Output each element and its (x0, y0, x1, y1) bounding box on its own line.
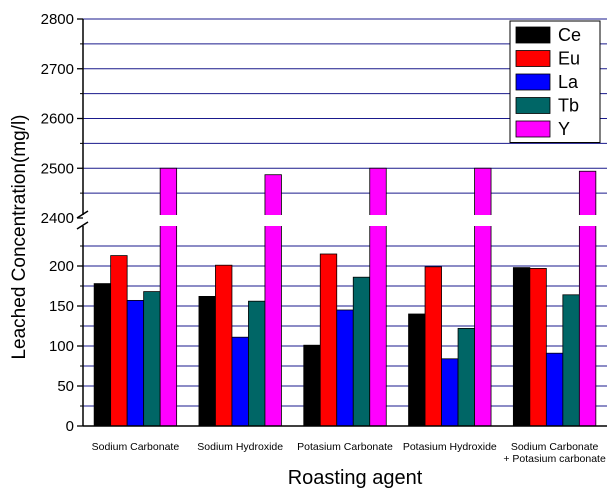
bar-tb (352, 276, 371, 427)
y-tick-label: 0 (66, 418, 74, 435)
bar-la (545, 352, 564, 427)
bar-eu (529, 267, 547, 427)
axis-break-gap (84, 215, 607, 226)
bar-y (578, 170, 597, 427)
y-tick-label: 2500 (41, 160, 74, 177)
bar-la (231, 336, 249, 427)
bars (93, 167, 597, 427)
legend-label-eu: Eu (558, 49, 580, 69)
bar-ce (93, 283, 112, 427)
bar-la (126, 299, 145, 427)
bar-y (264, 174, 282, 427)
bar-ce (408, 313, 426, 427)
y-tick-label: 50 (57, 378, 74, 395)
bar-ce (303, 344, 321, 427)
axes (77, 18, 607, 427)
bar-eu (110, 255, 128, 427)
y-tick-label: 2400 (41, 210, 74, 227)
x-tick-labels: Sodium Carbonate Sodium Hydroxide Potasium… (92, 441, 606, 465)
bar-y (369, 167, 387, 427)
bar-tb (248, 300, 266, 427)
y-tick-label: 2700 (41, 61, 74, 78)
x-axis-label: Roasting agent (288, 467, 423, 489)
legend-swatch-tb (515, 97, 551, 114)
bar-y (159, 167, 178, 427)
y-tick-label: 150 (49, 298, 74, 315)
x-tick-label: Sodium Carbonate + Potasium carbonate (503, 441, 606, 465)
bar-la (336, 309, 354, 427)
bar-tb (562, 294, 580, 427)
legend-label-tb: Tb (558, 96, 579, 116)
x-tick-label-line: Sodium Carbonate (511, 441, 599, 453)
legend-swatch-eu (515, 50, 551, 67)
bar-ce (198, 295, 216, 427)
bar-y (474, 167, 492, 427)
x-tick-label-line: Potasium Hydroxide (403, 441, 497, 453)
y-tick-labels: 0 50 100 150 200 2400 2500 2600 2700 2800 (41, 11, 74, 435)
x-tick-label-line: Sodium Hydroxide (197, 441, 283, 453)
bar-la (441, 358, 459, 427)
legend-swatch-y (515, 120, 551, 138)
y-tick-label: 100 (49, 338, 74, 355)
y-tick-label: 2600 (41, 111, 74, 128)
legend-label-la: La (558, 72, 579, 92)
x-tick-label: Potasium Carbonate (297, 441, 393, 453)
axis-break-marks (76, 210, 607, 230)
x-tick-label: Sodium Carbonate (92, 441, 180, 453)
bar-tb (457, 327, 475, 427)
bar-eu (424, 266, 442, 427)
break-slash (76, 221, 89, 230)
legend-swatch-la (515, 73, 551, 91)
y-tick-label: 200 (49, 258, 74, 275)
y-tick-label: 2800 (41, 11, 74, 28)
legend-label-y: Y (558, 119, 570, 139)
legend: Ce Eu La Tb Y (509, 20, 601, 143)
legend-swatch-ce (515, 26, 551, 44)
x-tick-label-line: Potasium Carbonate (297, 441, 393, 453)
x-tick-label: Potasium Hydroxide (403, 441, 497, 453)
x-tick-label-line: + Potasium carbonate (503, 453, 606, 465)
bar-ce (512, 267, 531, 427)
bar-eu (215, 264, 233, 427)
y-axis-label: Leached Concentration(mg/l) (9, 114, 30, 359)
legend-label-ce: Ce (558, 25, 581, 45)
x-tick-label-line: Sodium Carbonate (92, 441, 180, 453)
bar-eu (319, 253, 338, 427)
bar-tb (143, 291, 161, 427)
x-tick-label: Sodium Hydroxide (197, 441, 283, 453)
